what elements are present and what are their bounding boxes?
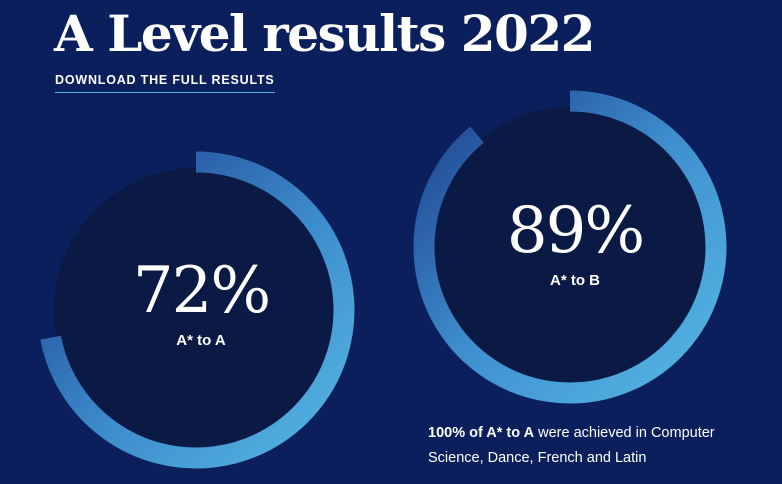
stat-value: 89% (506, 194, 645, 268)
results-note: 100% of A* to A were achieved in Compute… (428, 421, 758, 471)
ring-1-inner (54, 168, 338, 452)
ring-2-progress-arc (413, 90, 727, 404)
ring-2-inner (430, 107, 710, 387)
stat-a-star-to-a: 72% A* to A (81, 256, 321, 349)
download-results-link[interactable]: DOWNLOAD THE FULL RESULTS (55, 73, 275, 93)
note-highlight: 100% of A* to A (428, 425, 535, 441)
stat-value: 72% (132, 254, 271, 328)
page-title: A Level results 2022 (54, 4, 595, 63)
note-text: were achieved in Computer Science, Dance… (428, 425, 715, 466)
stat-label: A* to B (550, 272, 600, 289)
stat-label: A* to A (176, 332, 226, 349)
ring-1-progress-arc (40, 151, 355, 469)
stat-a-star-to-b: 89% A* to B (455, 196, 695, 289)
